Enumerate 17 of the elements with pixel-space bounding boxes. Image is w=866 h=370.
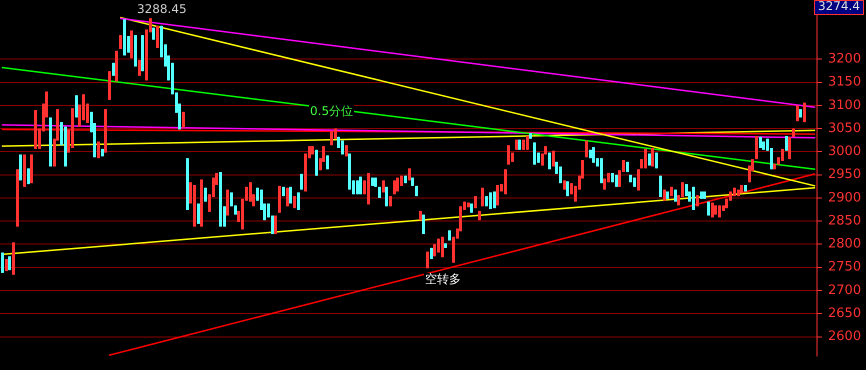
y-tick-label: 2700 [828,282,862,298]
y-tick-label: 3100 [828,98,862,113]
annotation: 0.5分位 [310,104,354,118]
y-tick-label: 2950 [828,167,862,182]
y-tick-label: 2600 [828,329,862,344]
y-tick-label: 3050 [828,120,862,136]
y-tick-label: 3000 [828,144,862,160]
annotation: 空转多 [425,272,461,286]
y-tick-label: 3200 [828,52,862,67]
annotation: 3288.45 [137,2,187,16]
y-tick-label: 2850 [828,213,862,228]
y-tick-label: 2800 [828,236,862,252]
y-tick-label: 2750 [828,260,862,275]
text: 3274.4 [818,0,860,14]
y-tick-label: 2650 [828,306,862,322]
y-tick-label: 3150 [828,74,862,90]
y-tick-label: 2900 [828,190,862,206]
